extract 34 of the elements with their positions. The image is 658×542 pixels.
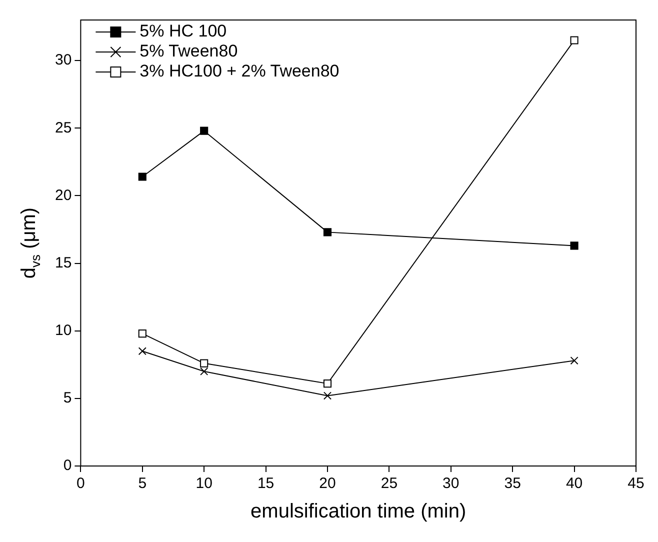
x-tick-label: 0 — [76, 475, 85, 492]
x-tick-label: 45 — [628, 475, 644, 492]
point — [200, 126, 208, 135]
point — [323, 380, 332, 388]
x-tick-label: 20 — [319, 475, 336, 492]
x-tick-label: 5 — [138, 475, 147, 492]
y-tick-label: 0 — [63, 457, 72, 474]
x-tick-label: 40 — [566, 475, 583, 492]
point — [323, 392, 332, 400]
x-tick-label: 25 — [380, 475, 398, 492]
point — [570, 242, 578, 250]
legend-label: 5% Tween80 — [140, 42, 238, 61]
x-axis-title: emulsification time (min) — [250, 500, 466, 523]
x-tick-label: 35 — [504, 475, 521, 492]
legend-label: 3% HC100 + 2% Tween80 — [140, 62, 340, 81]
point — [323, 228, 332, 236]
y-tick-label: 10 — [54, 322, 72, 339]
point — [138, 330, 146, 338]
x-tick-label: 10 — [196, 475, 212, 492]
y-axis-title: dvs (μm) — [18, 207, 43, 279]
y-tick-label: 20 — [54, 186, 72, 204]
point — [200, 367, 208, 376]
point — [138, 172, 146, 181]
legend-label: 5% HC 100 — [140, 22, 227, 41]
point — [570, 36, 578, 44]
x-tick-label: 15 — [257, 475, 274, 492]
y-tick-label: 25 — [54, 119, 72, 136]
point — [570, 356, 578, 365]
y-tick-label: 30 — [54, 52, 72, 69]
y-tick-label: 5 — [63, 390, 72, 407]
point — [200, 359, 208, 368]
y-tick-label: 15 — [54, 254, 72, 272]
point — [138, 347, 146, 356]
x-tick-label: 30 — [442, 475, 460, 492]
